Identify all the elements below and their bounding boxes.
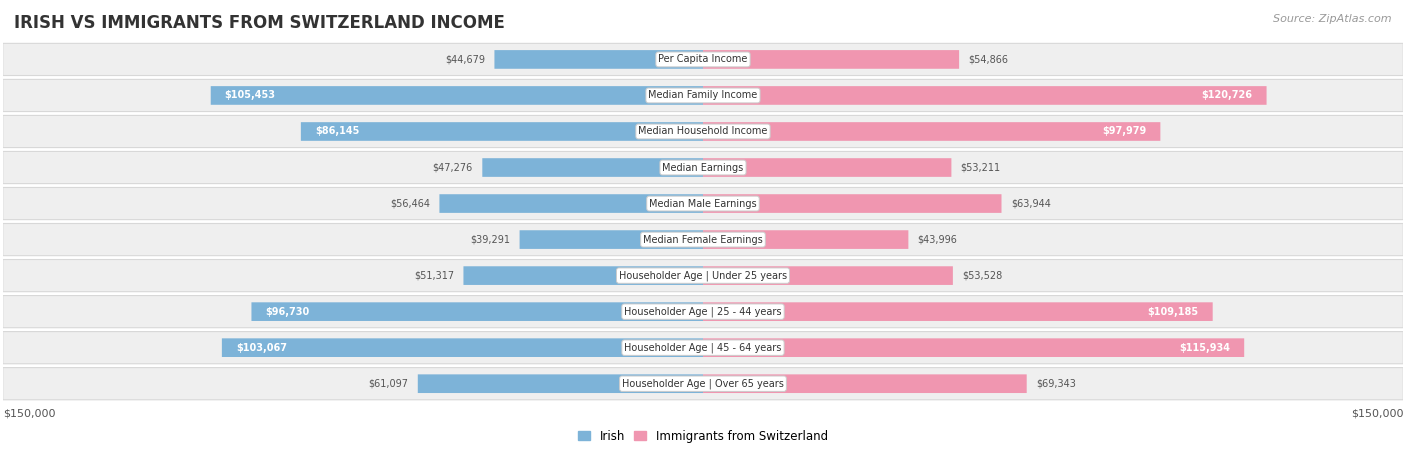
Text: $61,097: $61,097 (368, 379, 409, 389)
FancyBboxPatch shape (301, 122, 703, 141)
FancyBboxPatch shape (222, 338, 703, 357)
Text: Householder Age | 45 - 64 years: Householder Age | 45 - 64 years (624, 342, 782, 353)
FancyBboxPatch shape (3, 260, 1403, 292)
FancyBboxPatch shape (703, 122, 1160, 141)
FancyBboxPatch shape (464, 266, 703, 285)
Text: $86,145: $86,145 (315, 127, 360, 136)
Text: $120,726: $120,726 (1202, 91, 1253, 100)
FancyBboxPatch shape (3, 296, 1403, 328)
FancyBboxPatch shape (440, 194, 703, 213)
Text: $47,276: $47,276 (433, 163, 472, 172)
FancyBboxPatch shape (703, 50, 959, 69)
Text: $150,000: $150,000 (1351, 408, 1403, 418)
FancyBboxPatch shape (3, 43, 1403, 76)
Text: $54,866: $54,866 (969, 55, 1008, 64)
FancyBboxPatch shape (703, 158, 952, 177)
Text: $115,934: $115,934 (1180, 343, 1230, 353)
Text: $103,067: $103,067 (236, 343, 287, 353)
Text: $96,730: $96,730 (266, 307, 309, 317)
Text: Median Household Income: Median Household Income (638, 127, 768, 136)
Text: Source: ZipAtlas.com: Source: ZipAtlas.com (1274, 14, 1392, 24)
Text: Median Family Income: Median Family Income (648, 91, 758, 100)
Text: Median Male Earnings: Median Male Earnings (650, 198, 756, 209)
FancyBboxPatch shape (3, 368, 1403, 400)
Text: $69,343: $69,343 (1036, 379, 1076, 389)
Text: $44,679: $44,679 (446, 55, 485, 64)
Text: IRISH VS IMMIGRANTS FROM SWITZERLAND INCOME: IRISH VS IMMIGRANTS FROM SWITZERLAND INC… (14, 14, 505, 32)
FancyBboxPatch shape (703, 86, 1267, 105)
Text: $53,528: $53,528 (962, 270, 1002, 281)
FancyBboxPatch shape (703, 230, 908, 249)
Text: Householder Age | 25 - 44 years: Householder Age | 25 - 44 years (624, 306, 782, 317)
Text: Median Earnings: Median Earnings (662, 163, 744, 172)
FancyBboxPatch shape (482, 158, 703, 177)
Text: $63,944: $63,944 (1011, 198, 1050, 209)
FancyBboxPatch shape (703, 194, 1001, 213)
Text: $43,996: $43,996 (918, 234, 957, 245)
FancyBboxPatch shape (3, 187, 1403, 219)
Text: $150,000: $150,000 (3, 408, 55, 418)
FancyBboxPatch shape (252, 302, 703, 321)
FancyBboxPatch shape (703, 338, 1244, 357)
FancyBboxPatch shape (703, 266, 953, 285)
Text: $51,317: $51,317 (413, 270, 454, 281)
Text: Per Capita Income: Per Capita Income (658, 55, 748, 64)
FancyBboxPatch shape (418, 375, 703, 393)
Text: $97,979: $97,979 (1102, 127, 1146, 136)
FancyBboxPatch shape (703, 375, 1026, 393)
Text: Householder Age | Under 25 years: Householder Age | Under 25 years (619, 270, 787, 281)
FancyBboxPatch shape (3, 151, 1403, 184)
FancyBboxPatch shape (495, 50, 703, 69)
Text: Householder Age | Over 65 years: Householder Age | Over 65 years (621, 378, 785, 389)
Legend: Irish, Immigrants from Switzerland: Irish, Immigrants from Switzerland (574, 425, 832, 447)
Text: $53,211: $53,211 (960, 163, 1001, 172)
FancyBboxPatch shape (3, 79, 1403, 112)
FancyBboxPatch shape (703, 302, 1213, 321)
Text: $109,185: $109,185 (1147, 307, 1199, 317)
FancyBboxPatch shape (211, 86, 703, 105)
FancyBboxPatch shape (3, 115, 1403, 148)
Text: Median Female Earnings: Median Female Earnings (643, 234, 763, 245)
FancyBboxPatch shape (3, 332, 1403, 364)
Text: $105,453: $105,453 (225, 91, 276, 100)
FancyBboxPatch shape (520, 230, 703, 249)
Text: $56,464: $56,464 (389, 198, 430, 209)
Text: $39,291: $39,291 (470, 234, 510, 245)
FancyBboxPatch shape (3, 224, 1403, 255)
